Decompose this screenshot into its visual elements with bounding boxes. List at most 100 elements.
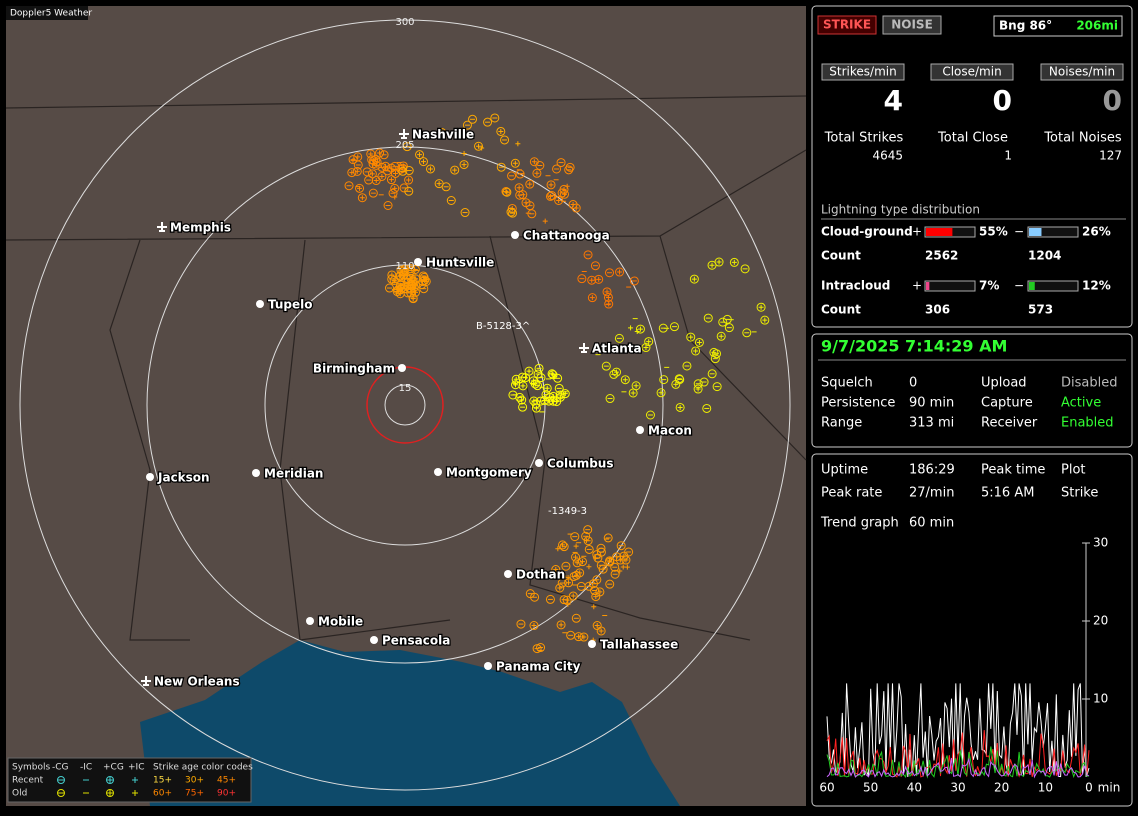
strike-sign [531, 159, 537, 165]
strike-sign [591, 604, 597, 610]
legend-symbol [132, 777, 138, 783]
strike [518, 190, 528, 200]
strike-sign [547, 193, 553, 199]
strike [535, 161, 545, 171]
stat-field: Uptime [821, 463, 868, 478]
city-label: Tupelo [268, 298, 313, 312]
strike [610, 569, 620, 579]
strike [552, 164, 562, 174]
count: 2562 [925, 249, 958, 263]
x-tick-label: 30 [950, 781, 965, 795]
strike [386, 175, 396, 185]
strike [404, 186, 414, 196]
trend-lines [826, 683, 1090, 779]
rate-value: 0 [1103, 84, 1122, 117]
bar-track [1027, 280, 1079, 292]
strike [581, 531, 591, 541]
strike [714, 257, 724, 267]
strike [620, 375, 630, 385]
storm-label: -1349-3 [548, 506, 587, 517]
airport-icon [141, 676, 151, 686]
strike [570, 532, 580, 542]
strike [547, 369, 557, 379]
city-dot [484, 662, 492, 670]
strike-sign [646, 339, 652, 345]
noise-button[interactable] [882, 15, 942, 35]
legend-header: -CG [52, 763, 69, 773]
city-label: Dothan [516, 568, 565, 582]
strike [545, 392, 555, 402]
strike [390, 161, 400, 171]
strike [584, 544, 594, 554]
strike [395, 271, 405, 281]
city-label: Tallahassee [600, 638, 678, 652]
city-label: Jackson [157, 471, 210, 485]
strike-sign [452, 167, 458, 173]
strike-sign [406, 177, 412, 183]
strike [669, 322, 679, 332]
city-dot [370, 636, 378, 644]
status-field: Capture [981, 396, 1033, 411]
city-label: Montgomery [446, 466, 532, 480]
strike [610, 562, 620, 572]
strike [483, 117, 493, 127]
ring-label: 300 [395, 17, 414, 28]
strike [659, 375, 669, 385]
strike-sign [570, 593, 576, 599]
strike [532, 644, 542, 654]
panels [811, 5, 1133, 807]
strike [760, 315, 770, 325]
strike [410, 264, 420, 274]
strike-sign [558, 622, 564, 628]
city-dot [511, 231, 519, 239]
strike [674, 374, 684, 384]
strike [524, 366, 534, 376]
status-field: Range [821, 416, 862, 431]
strike [398, 161, 408, 171]
strike [508, 208, 518, 218]
bar-track [924, 280, 976, 292]
rate-label: Noises/min [1049, 65, 1115, 79]
datetime: 9/7/2025 7:14:29 AM [821, 337, 1007, 356]
count: 573 [1028, 303, 1053, 317]
strike [415, 150, 425, 160]
strike [425, 164, 435, 174]
rate-label-box [930, 63, 1014, 81]
strike [571, 613, 581, 623]
strike [437, 128, 447, 138]
strike-sign [557, 585, 563, 591]
strike-sign [359, 195, 365, 201]
percent: 26% [1082, 225, 1111, 239]
strike-sign [516, 185, 522, 191]
strike [712, 382, 722, 392]
strike [368, 188, 378, 198]
strike [468, 114, 478, 124]
status-field: Persistence [821, 396, 895, 411]
city-label: Meridian [264, 467, 323, 481]
strike [629, 276, 639, 286]
strike-sign [709, 262, 715, 268]
percent: 7% [979, 279, 999, 293]
strike [561, 561, 571, 571]
count: 1204 [1028, 249, 1061, 263]
status-field: Enabled [1061, 416, 1114, 431]
strike-sign [515, 141, 521, 147]
strike-sign [439, 130, 445, 136]
strike [584, 581, 594, 591]
strike [603, 292, 613, 302]
strike-sign [354, 168, 360, 174]
legend-symbol [57, 789, 65, 797]
strike [577, 274, 587, 284]
rate-label-box [1040, 63, 1124, 81]
strike [518, 402, 528, 412]
stat-field: 27/min [909, 486, 954, 501]
strike-button[interactable] [817, 15, 877, 35]
total-value: 127 [1099, 149, 1122, 163]
bar [1029, 228, 1042, 236]
strike-sign [561, 573, 567, 579]
strike [590, 586, 600, 596]
count-label: Count [821, 303, 861, 317]
stat-field: Peak time [981, 463, 1045, 478]
rate-value: 4 [884, 84, 903, 117]
strike [408, 293, 418, 303]
